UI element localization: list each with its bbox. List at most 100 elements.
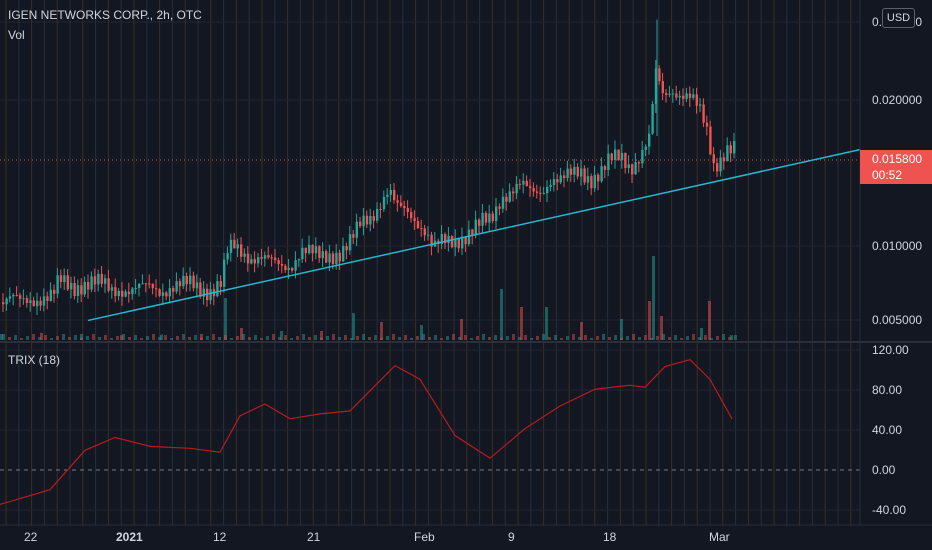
candle-body [328,253,331,263]
volume-bar [296,336,299,340]
candle-body [321,251,324,259]
candle-body [185,275,188,285]
candle-body [311,244,314,254]
candle-body [155,288,158,290]
candle-body [80,285,83,295]
volume-bar [20,338,23,340]
candle-body [83,281,86,295]
volume-bar [416,336,419,340]
volume-bar [590,338,593,340]
candle-body [151,283,154,289]
volume-bar [92,334,95,340]
candle-body [498,206,501,209]
candle-body [280,263,284,266]
volume-bar [392,334,395,340]
time-tick-label: Feb [414,530,435,544]
volume-bar [86,336,89,340]
candle-body [648,133,651,147]
trix-axis[interactable]: 120.00 80.00 40.00 0.00 -40.00 [872,343,909,517]
candle-body [168,288,171,297]
candle-body [461,236,464,249]
volume-bar [368,337,371,340]
horizontal-gridlines [0,21,860,511]
volume-bar [500,338,503,340]
candle-body [450,236,454,248]
candle-body [127,291,131,295]
volume-bar [470,338,473,340]
candle-body [457,238,460,249]
volume-bar [104,335,107,340]
trendline[interactable] [87,148,861,322]
candle-body [284,265,287,271]
volume-bar [638,337,641,340]
volume-bar [692,334,695,340]
candle-body [318,246,321,259]
candle-body [345,246,348,251]
candle-body [19,295,22,299]
candle-body [257,257,260,264]
candle-body [447,236,450,244]
volume-bar [80,334,83,340]
candle-body [563,175,566,179]
volume-bar [420,325,423,340]
candle-body [260,257,263,259]
candle-body [586,176,590,183]
candle-body [535,191,539,193]
candle-body [175,281,178,292]
candle-body [617,149,620,161]
candle-body [121,290,124,297]
volume-bar [650,338,653,340]
candle-body [430,234,433,247]
volume-bar [158,337,161,340]
volume-bar [578,337,581,340]
candle-body [291,267,294,271]
candle-body [597,174,600,182]
candle-body [685,93,688,99]
volume-bar [482,334,485,340]
candle-body [70,283,73,290]
volume-bar [236,336,239,340]
candle-body [161,292,165,296]
candle-body [559,175,562,183]
volume-bar [240,328,243,340]
candle-body [488,213,491,223]
volume-bar [38,337,41,340]
candle-body [491,213,494,222]
volume-bar [308,337,311,340]
volume-bar [266,336,269,340]
volume-bar [170,338,173,340]
volume-bar [596,336,599,340]
volume-bar [440,338,443,340]
volume-bar [464,335,467,340]
volume-bar [122,334,125,340]
candle-body [53,289,56,294]
candle-body [76,285,80,297]
candle-body [566,168,569,179]
volume-bar [206,336,209,340]
volume-bar [218,337,221,340]
candle-body [423,228,426,236]
candle-body [182,275,185,287]
currency-badge[interactable]: USD [882,8,915,28]
candle-body [603,166,607,170]
trix-tick-label: 120.00 [872,343,909,357]
candle-body [39,300,42,306]
candle-body [376,208,379,221]
price-tick-label: 0.005000 [872,313,922,327]
volume-bar [320,338,323,340]
candle-body [705,122,709,127]
time-axis[interactable]: 22 2021 12 21 Feb 9 18 Mar [24,530,730,544]
candle-body [348,234,352,251]
volume-bar [254,335,257,340]
candle-body [552,179,556,186]
candle-body [590,176,593,189]
candle-body [223,259,226,287]
candle-body [413,218,416,222]
volume-bar [230,338,233,340]
candle-body [253,259,256,264]
candle-body [508,191,511,202]
volume-bar [560,338,563,340]
volume-bar [506,336,509,340]
time-tick-label: 9 [508,530,515,544]
